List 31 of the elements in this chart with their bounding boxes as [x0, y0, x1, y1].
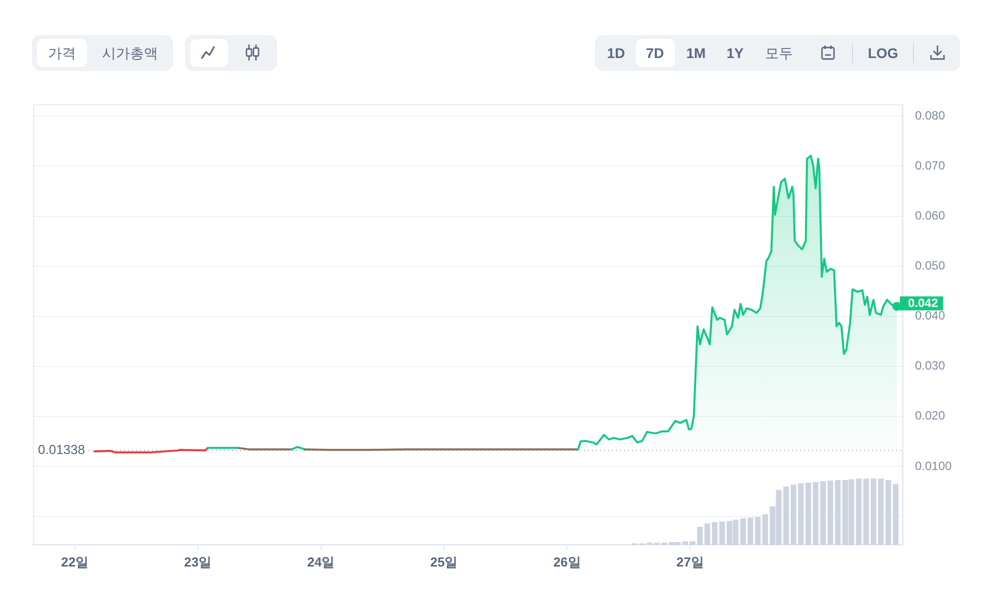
- bar: [892, 484, 898, 545]
- annotation: 0.042: [908, 296, 938, 310]
- x-tick-label: 27일: [676, 554, 704, 570]
- y-tick-label: 0.030: [915, 358, 946, 373]
- y-tick-label: 0.060: [915, 208, 946, 223]
- bar: [856, 478, 862, 545]
- y-tick-label: 0.050: [915, 258, 946, 273]
- text: 7D: [646, 45, 664, 61]
- x-tick-label: 24일: [307, 554, 335, 570]
- y-tick-label: 0.080: [915, 108, 946, 123]
- bar: [885, 480, 892, 545]
- y-tick-label: 0.070: [915, 158, 946, 173]
- x-tick-label: 22일: [61, 554, 89, 570]
- y-tick-label: 0.040: [915, 308, 946, 323]
- text: 모두: [765, 45, 793, 61]
- y-tick-label: 0.0100: [915, 458, 952, 473]
- y-tick-label: 0.020: [915, 408, 946, 423]
- text: 시가총액: [102, 45, 158, 61]
- x-tick-label: 23일: [184, 554, 212, 570]
- bar: [754, 516, 761, 545]
- x-tick-label: 25일: [430, 554, 458, 570]
- bar: [712, 522, 718, 545]
- text: 1D: [607, 45, 625, 61]
- text: 1Y: [726, 45, 744, 61]
- x-tick-label: 26일: [553, 554, 581, 570]
- bar: [834, 480, 841, 545]
- text: 가격: [48, 45, 76, 61]
- text: 1M: [686, 45, 706, 61]
- text: LOG: [868, 45, 898, 61]
- bar: [805, 482, 812, 545]
- ref-line-label: 0.01338: [38, 442, 85, 458]
